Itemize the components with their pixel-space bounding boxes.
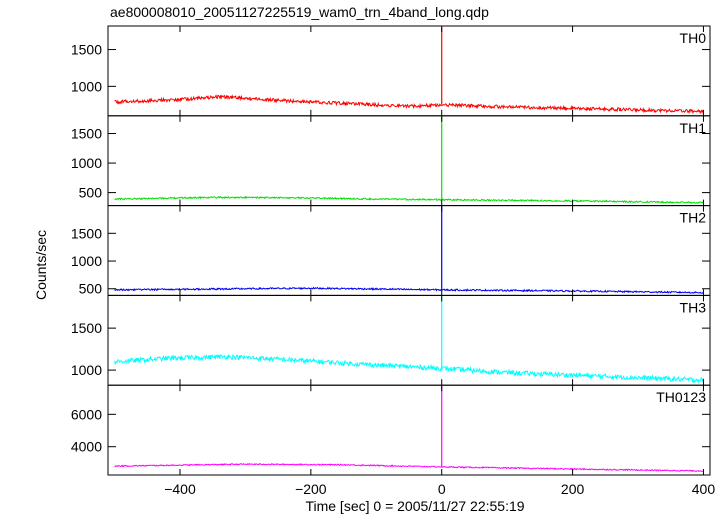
y-axis-label: Counts/sec <box>33 230 49 300</box>
x-tick-label: −200 <box>295 481 327 497</box>
y-tick-label: 500 <box>79 185 103 201</box>
panel-frame-th0 <box>107 25 711 117</box>
x-axis-label: Time [sec] 0 = 2005/11/27 22:55:19 <box>305 498 524 514</box>
y-tick-label: 1500 <box>71 225 102 241</box>
panel-label-th1: TH1 <box>680 120 707 136</box>
y-tick-label: 4000 <box>71 439 102 455</box>
panel-frame-th2 <box>107 205 711 296</box>
y-tick-label: 1000 <box>71 253 102 269</box>
panel-label-th0123: TH0123 <box>656 389 706 405</box>
panel-label-th2: TH2 <box>680 210 707 226</box>
x-tick-label: −400 <box>164 481 196 497</box>
y-tick-label: 1000 <box>71 155 102 171</box>
chart-title: ae800008010_20051127225519_wam0_trn_4ban… <box>110 4 489 20</box>
panels-group: 1000 1500 TH0 500 1000 1500 TH1 500 1000 1500 TH2 1… <box>71 25 716 497</box>
y-tick-label: 6000 <box>71 406 102 422</box>
series-line-th2 <box>114 286 704 294</box>
y-tick-label: 1500 <box>71 320 102 336</box>
y-tick-label: 500 <box>79 281 103 297</box>
y-tick-label: 1000 <box>71 78 102 94</box>
y-tick-label: 1500 <box>71 126 102 142</box>
panel-label-th3: TH3 <box>680 299 707 315</box>
series-line-th0123 <box>114 462 704 473</box>
panel-frame-th1 <box>107 115 711 207</box>
series-line-th0 <box>114 94 704 115</box>
panel-frame-th3 <box>107 294 711 386</box>
series-line-th3 <box>114 353 704 384</box>
panel-label-th0: TH0 <box>680 30 707 46</box>
panel-frame-th0123 <box>107 384 711 476</box>
x-tick-label: 400 <box>692 481 716 497</box>
x-tick-label: 200 <box>561 481 585 497</box>
x-tick-label: 0 <box>438 481 446 497</box>
y-tick-label: 1000 <box>71 362 102 378</box>
y-tick-label: 1500 <box>71 42 102 58</box>
series-line-th1 <box>114 195 704 204</box>
